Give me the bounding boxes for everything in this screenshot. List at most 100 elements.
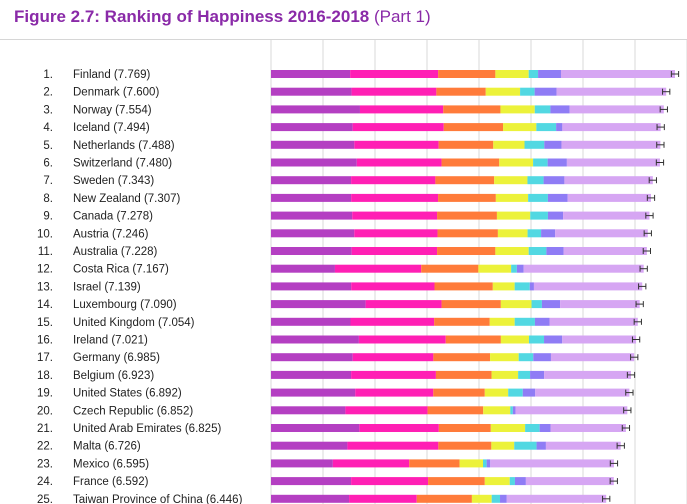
bar-segment	[566, 158, 660, 167]
bar-segment	[550, 105, 570, 114]
bar-segment	[556, 87, 667, 96]
bar-segment	[334, 264, 422, 273]
bar-segment	[547, 158, 567, 167]
bar-segment	[528, 193, 548, 202]
country-label: United States (6.892)	[73, 388, 182, 400]
chart-row: 10. Austria (7.246)	[37, 228, 652, 240]
bar-segment	[534, 105, 551, 114]
bar-segment	[562, 123, 661, 132]
bar-segment	[445, 335, 501, 344]
bar-segment	[562, 335, 637, 344]
bar-segment	[437, 229, 498, 238]
bar-segment	[271, 123, 353, 132]
bar-segment	[564, 176, 653, 185]
bar-segment	[510, 406, 513, 415]
bar-segment	[349, 494, 417, 503]
bar-segment	[514, 317, 535, 326]
bar-segment	[503, 123, 537, 132]
rank-label: 24.	[37, 476, 53, 488]
bar-segment	[271, 424, 360, 432]
bar-segment	[533, 353, 551, 362]
chart-row: 21. United Arab Emirates (6.825)	[37, 423, 631, 435]
bar-segment	[438, 441, 492, 450]
bar-segment	[497, 229, 528, 238]
bar-segment	[354, 229, 438, 238]
bar-segment	[530, 211, 548, 220]
chart-row: 8. New Zealand (7.307)	[43, 193, 656, 205]
country-label: Israel (7.139)	[73, 281, 141, 293]
bar-segment	[563, 211, 650, 220]
bar-segment	[441, 300, 501, 309]
bar-segment	[527, 229, 542, 238]
bar-segment	[528, 335, 545, 344]
bar-segment	[443, 105, 501, 114]
bar-segment	[271, 477, 352, 486]
bar-segment	[491, 370, 519, 379]
bar-segment	[438, 70, 496, 78]
chart-row: 20. Czech Republic (6.852)	[37, 405, 632, 417]
rank-label: 20.	[37, 405, 53, 417]
bar-segment	[529, 282, 534, 291]
bar-segment	[490, 353, 519, 362]
bar-segment	[500, 105, 535, 114]
bar-segment	[355, 388, 434, 397]
bar-segment	[495, 193, 529, 202]
rank-label: 7.	[43, 175, 53, 187]
bar-segment	[484, 388, 509, 397]
bar-segment	[495, 247, 529, 255]
bar-segment	[535, 388, 630, 397]
chart-row: 13. Israel (7.139)	[37, 281, 647, 293]
bar-segment	[492, 282, 515, 291]
country-label: Austria (7.246)	[73, 228, 149, 240]
bar-segment	[351, 282, 435, 291]
bar-segment	[428, 477, 485, 486]
country-label: Ireland (7.021)	[73, 335, 148, 347]
country-label: Iceland (7.494)	[73, 122, 150, 134]
bar-segment	[533, 282, 643, 291]
rank-label: 5.	[43, 140, 53, 152]
bar-segment	[547, 193, 568, 202]
bar-segment	[271, 70, 351, 78]
chart-row: 9. Canada (7.278)	[43, 211, 654, 223]
chart-row: 23. Mexico (6.595)	[37, 458, 619, 470]
bar-segment	[271, 87, 352, 96]
bar-segment	[544, 335, 563, 344]
bar-segment	[471, 494, 492, 503]
bar-segment	[550, 424, 626, 432]
bar-segment	[541, 229, 556, 238]
rank-label: 4.	[43, 122, 53, 134]
bar-segment	[271, 264, 335, 273]
bar-segment	[496, 211, 531, 220]
bar-segment	[434, 282, 493, 291]
bar-segment	[499, 158, 534, 167]
title-divider	[0, 39, 687, 40]
bar-segment	[416, 494, 472, 503]
rank-label: 13.	[37, 281, 53, 293]
chart-rows: 1. Finland (7.769) 2. Denmark (7.600) 3. Norw…	[37, 69, 680, 504]
bar-segment	[536, 123, 557, 132]
rank-label: 17.	[37, 352, 53, 364]
bar-segment	[271, 300, 366, 309]
country-label: Canada (7.278)	[73, 211, 153, 223]
bar-segment	[531, 300, 542, 309]
bar-segment	[271, 441, 348, 450]
bar-segment	[352, 211, 438, 220]
chart-row: 6. Switzerland (7.480)	[43, 158, 665, 170]
bar-segment	[351, 193, 439, 202]
bar-segment	[478, 264, 512, 273]
bar-segment	[358, 335, 446, 344]
country-label: Malta (6.726)	[73, 441, 141, 453]
chart-row: 5. Netherlands (7.488)	[43, 140, 665, 152]
bar-segment	[555, 229, 648, 238]
bar-segment	[545, 441, 621, 450]
rank-label: 6.	[43, 158, 53, 170]
bar-segment	[500, 300, 532, 309]
chart-row: 2. Denmark (7.600)	[43, 87, 671, 99]
bar-segment	[569, 105, 664, 114]
bar-segment	[489, 317, 515, 326]
country-label: New Zealand (7.307)	[73, 193, 181, 205]
country-label: Mexico (6.595)	[73, 458, 149, 470]
bar-segment	[332, 459, 410, 468]
chart-row: 4. Iceland (7.494)	[43, 122, 665, 134]
